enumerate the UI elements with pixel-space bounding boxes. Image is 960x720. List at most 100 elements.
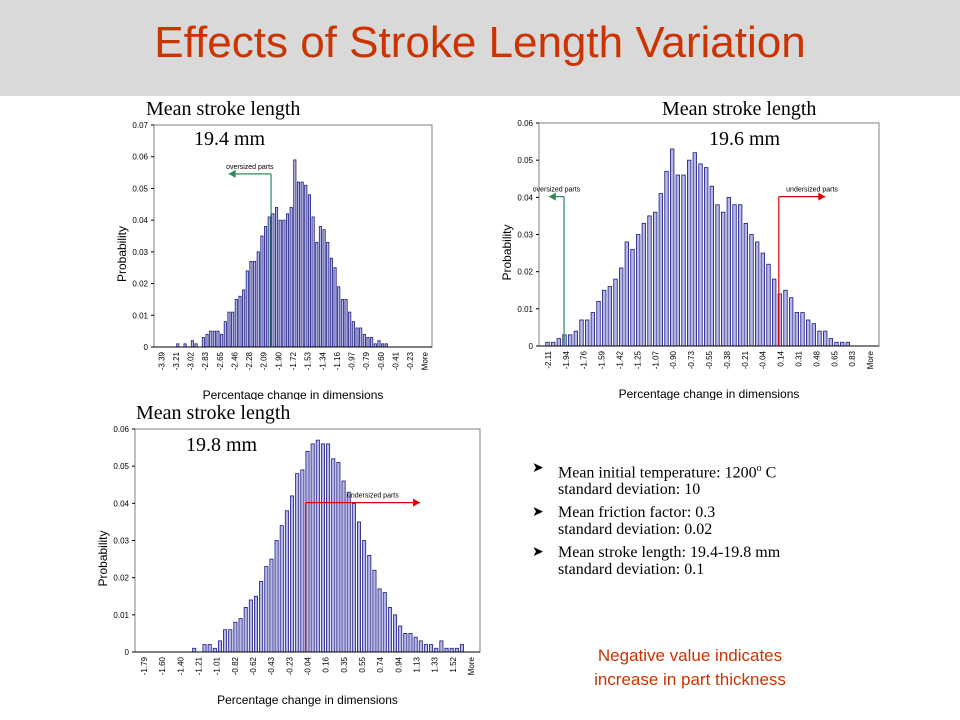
bullet-subline: standard deviation: 0.1 xyxy=(558,561,705,579)
histogram-bar xyxy=(749,234,754,347)
histogram-bar xyxy=(296,181,301,348)
histogram-bar xyxy=(636,234,641,347)
histogram-bar xyxy=(207,644,212,653)
y-axis-title: Probability xyxy=(500,224,514,280)
y-tick-label: 0.04 xyxy=(132,216,148,225)
histogram-bar xyxy=(295,473,300,653)
chart-1-heading: Mean stroke length xyxy=(146,98,301,120)
x-tick-label: -1.34 xyxy=(318,351,327,370)
histogram-bar xyxy=(248,599,253,653)
histogram-bar xyxy=(307,194,311,348)
histogram-bar xyxy=(331,458,336,653)
histogram-bar xyxy=(794,312,799,347)
x-tick-label: -2.11 xyxy=(544,350,553,368)
note-line-1: Negative value indicates xyxy=(597,646,783,665)
x-tick-label: -0.60 xyxy=(377,351,386,370)
x-tick-label: -1.60 xyxy=(158,656,167,675)
x-tick-label: -2.83 xyxy=(201,351,210,370)
y-tick-label: 0.05 xyxy=(132,184,148,193)
y-tick-label: 0.02 xyxy=(517,268,533,277)
histogram-bar xyxy=(641,222,646,347)
histogram-bar xyxy=(192,647,197,653)
histogram-bar xyxy=(322,229,326,348)
x-tick-label: 0.83 xyxy=(848,350,857,366)
histogram-bar xyxy=(318,226,322,348)
histogram-bar xyxy=(743,222,748,347)
histogram-bar xyxy=(346,491,351,653)
x-axis-title: Percentage change in dimensions xyxy=(217,693,398,707)
histogram-bar xyxy=(290,495,295,653)
chart-1-subheading: 19.4 mm xyxy=(194,128,266,150)
histogram-bar xyxy=(647,215,652,347)
x-tick-label: -3.21 xyxy=(172,351,181,370)
y-tick-label: 0.01 xyxy=(517,305,533,314)
histogram-bar xyxy=(738,204,743,347)
x-tick-label: -3.39 xyxy=(157,351,166,370)
histogram-bar xyxy=(249,260,253,348)
histogram-bar xyxy=(579,319,584,347)
x-tick-label: -0.97 xyxy=(348,351,357,370)
y-tick-label: 0.03 xyxy=(132,248,148,257)
x-tick-label: -0.90 xyxy=(669,350,678,369)
bullet-line: Mean stroke length: 19.4-19.8 mm xyxy=(558,544,781,562)
histogram-bar xyxy=(664,170,669,347)
y-tick-label: 0.03 xyxy=(113,537,129,546)
bullet-friction: ➤ Mean friction factor: 0.3 standard dev… xyxy=(530,504,950,538)
histogram-bar xyxy=(202,644,207,653)
x-axis-title: Percentage change in dimensions xyxy=(619,387,800,400)
histogram-bar xyxy=(840,341,845,347)
histogram-bar xyxy=(429,644,434,653)
histogram-bar xyxy=(201,337,205,348)
histogram-bar xyxy=(372,569,377,653)
histogram-bar xyxy=(726,196,731,347)
histogram-bar xyxy=(351,502,356,653)
histogram-bar xyxy=(217,640,222,653)
histogram-bar xyxy=(274,540,279,653)
x-tick-label: 0.14 xyxy=(777,350,786,366)
x-tick-label: 0.94 xyxy=(394,656,403,672)
histogram-bar xyxy=(607,286,612,347)
histogram-bar xyxy=(279,525,284,653)
histogram-bar xyxy=(423,644,428,653)
histogram-bar xyxy=(675,174,680,347)
histogram-bar xyxy=(573,330,578,347)
histogram-bar xyxy=(271,213,275,348)
x-axis-title: Percentage change in dimensions xyxy=(203,388,384,400)
histogram-bar xyxy=(362,540,367,653)
histogram-bar xyxy=(260,235,264,348)
histogram-bar xyxy=(828,338,833,347)
histogram-bar xyxy=(242,289,246,348)
histogram-bar xyxy=(370,337,374,348)
histogram-bar xyxy=(275,207,279,348)
histogram-bar xyxy=(382,592,387,653)
histogram-bar xyxy=(326,241,330,348)
x-tick-label: -0.23 xyxy=(406,351,415,370)
histogram-bar xyxy=(755,241,760,347)
y-tick-label: 0 xyxy=(125,648,130,657)
x-tick-label: -2.65 xyxy=(216,351,225,370)
y-axis-title: Probability xyxy=(96,530,110,586)
histogram-bar xyxy=(311,216,315,348)
histogram-bar xyxy=(234,299,238,348)
x-tick-label: -3.02 xyxy=(187,351,196,370)
chart-3-heading: Mean stroke length xyxy=(136,402,291,424)
annotation-label: undersized parts xyxy=(347,493,399,500)
y-tick-label: 0.01 xyxy=(132,311,148,320)
y-tick-label: 0 xyxy=(144,343,149,352)
histogram-bar xyxy=(704,167,709,347)
y-tick-label: 0.02 xyxy=(113,574,129,583)
histogram-bar xyxy=(698,163,703,347)
histogram-bar xyxy=(418,640,423,653)
histogram-bar xyxy=(341,480,346,653)
histogram-bar xyxy=(687,159,692,347)
histogram-bar xyxy=(817,330,822,347)
y-tick-label: 0.06 xyxy=(132,153,148,162)
histogram-bar xyxy=(377,340,381,348)
x-tick-label: More xyxy=(421,351,430,370)
histogram-bar xyxy=(556,338,561,347)
histogram-bar xyxy=(789,297,794,347)
histogram-bar xyxy=(585,319,590,347)
histogram-bar xyxy=(366,337,370,348)
x-tick-label: -1.79 xyxy=(140,656,149,675)
histogram-chart-19-4mm: 00.010.020.030.040.050.060.07-3.39 -3.21-… xyxy=(115,121,433,400)
